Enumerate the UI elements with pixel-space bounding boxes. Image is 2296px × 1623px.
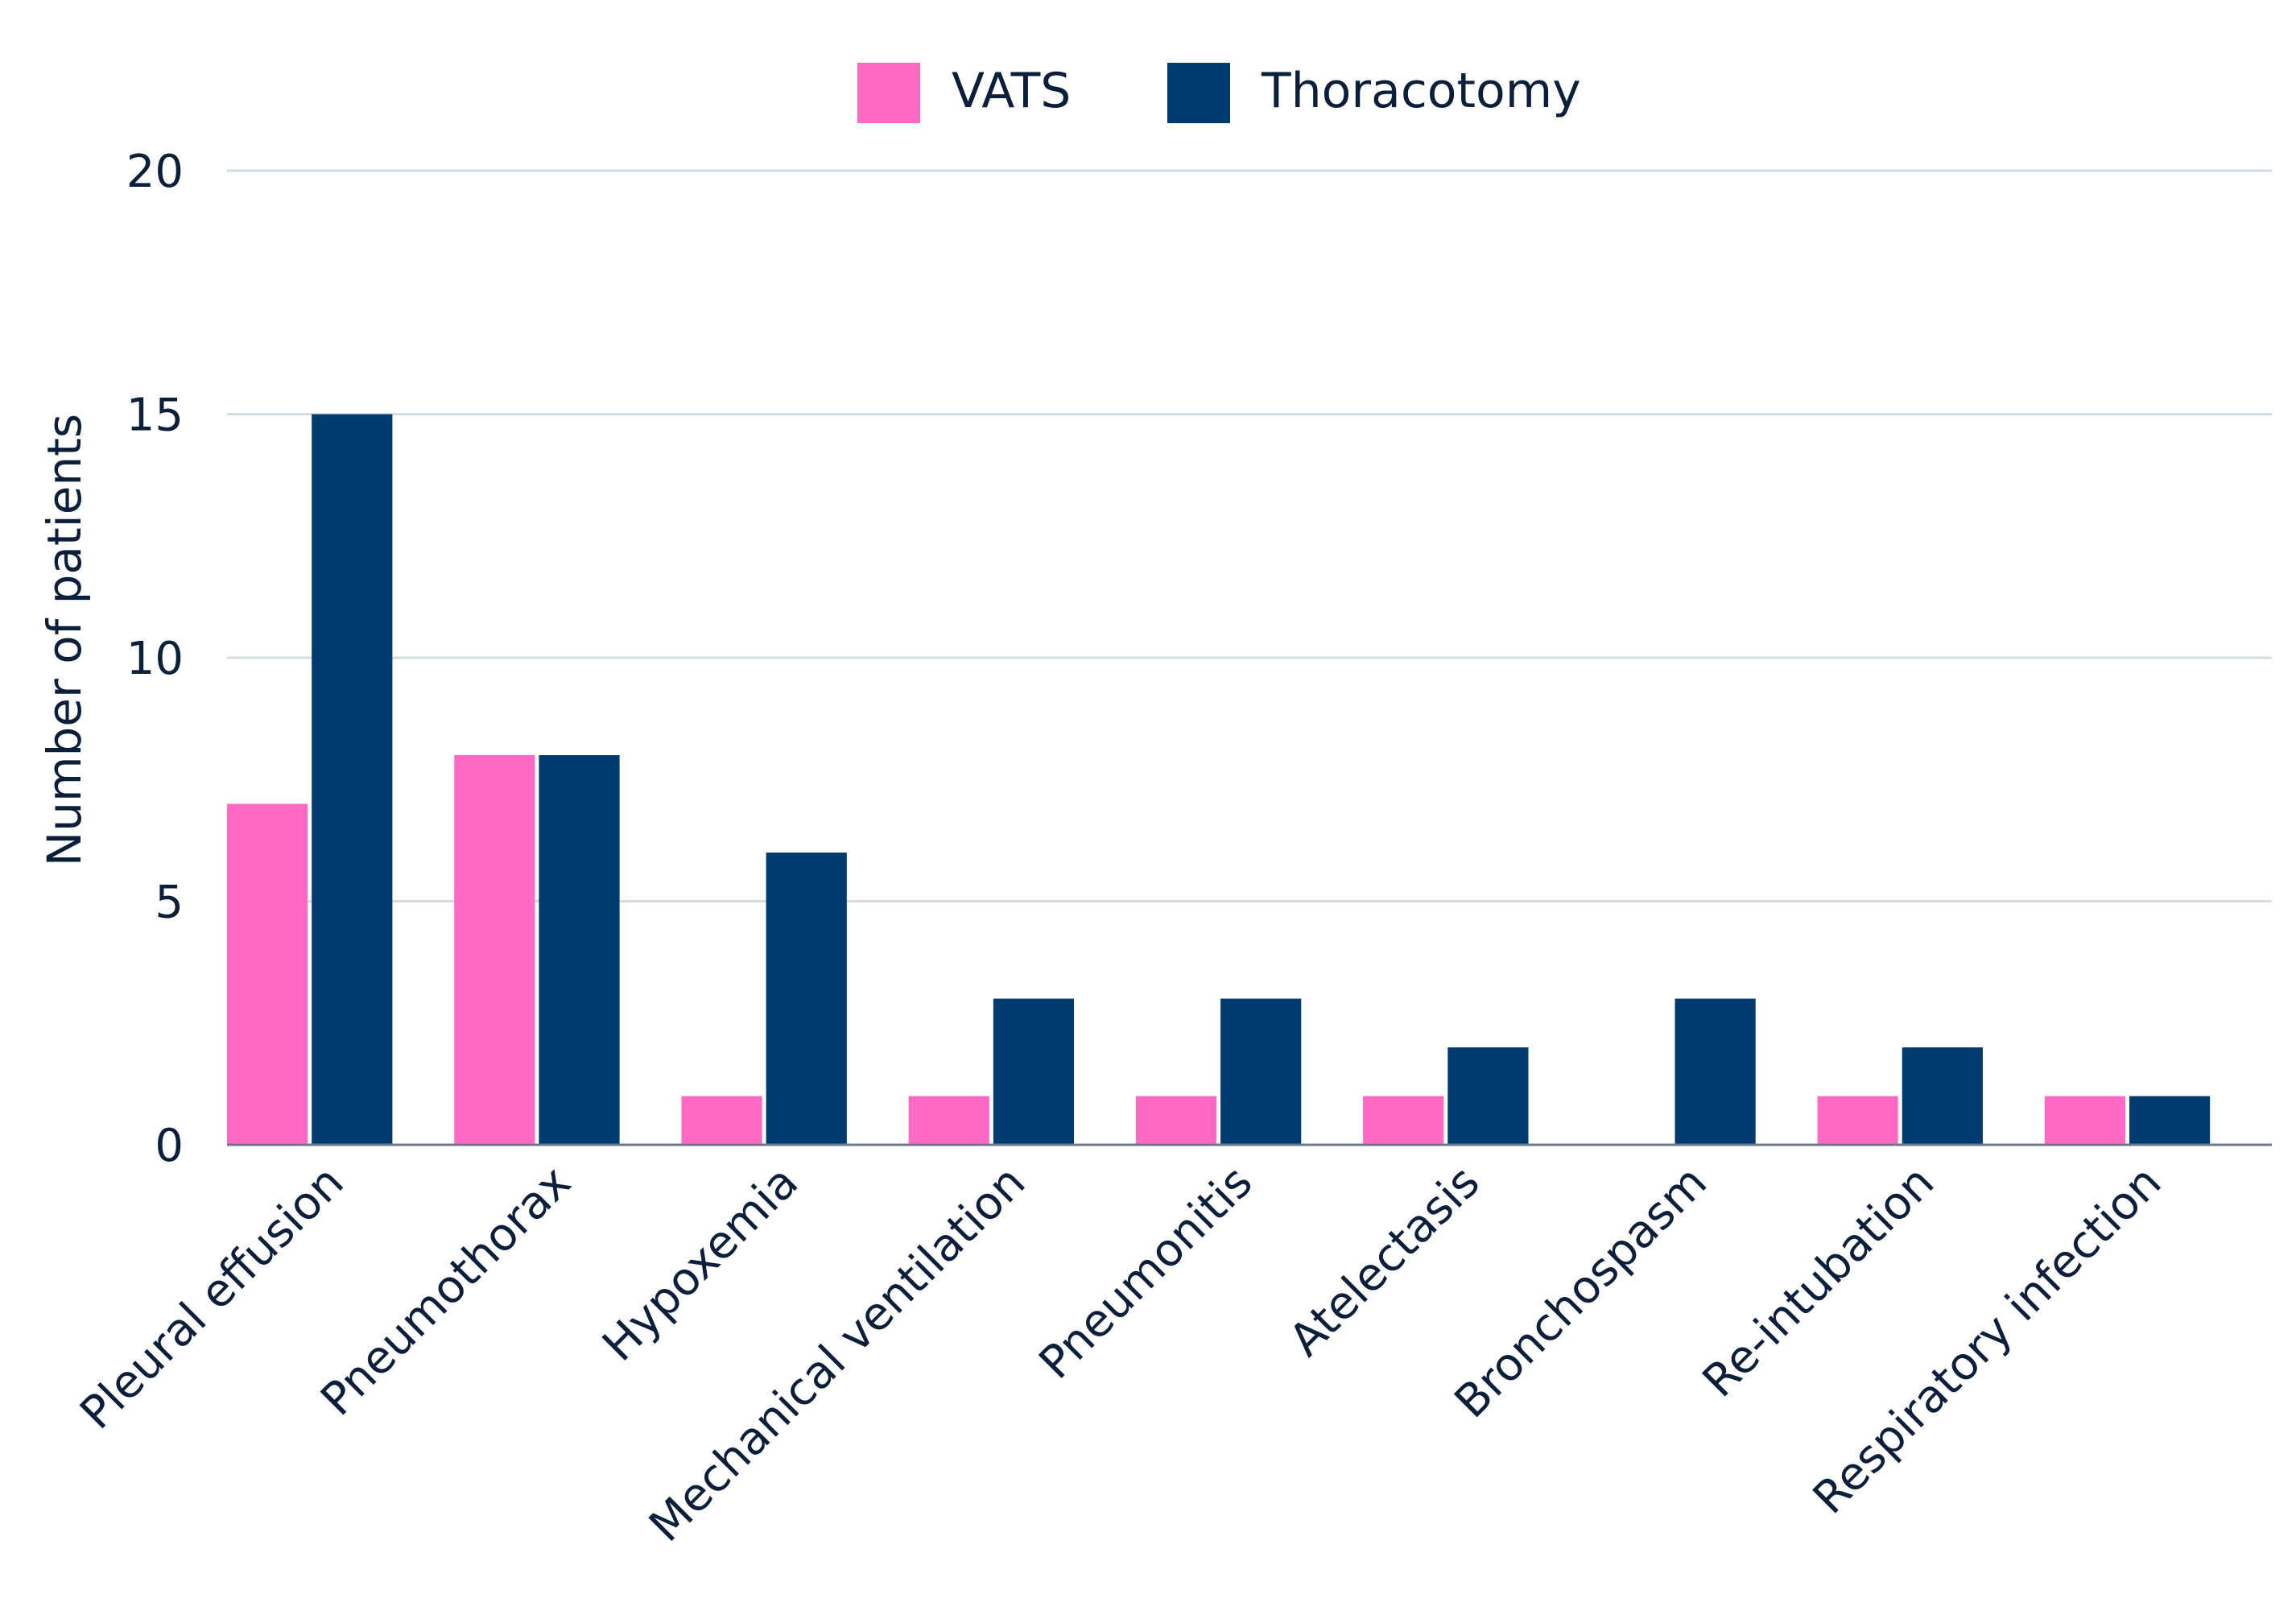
bar-vats: [1135, 1096, 1217, 1145]
x-tick-label: Hypoxemia: [593, 1156, 808, 1372]
bar-vats: [227, 803, 308, 1145]
y-tick-label: 15: [126, 390, 184, 442]
x-tick-label: Mechanical ventilation: [639, 1156, 1035, 1552]
bar-vats: [2044, 1096, 2125, 1145]
legend-label-vats: VATS: [952, 63, 1071, 119]
bars: [227, 414, 2211, 1145]
y-tick-label: 5: [155, 877, 184, 929]
legend: VATS Thoracotomy: [857, 63, 1581, 123]
y-tick-label: 10: [126, 633, 184, 685]
bar-thoracotomy: [1220, 998, 1302, 1145]
bar-thoracotomy: [993, 998, 1075, 1145]
bar-thoracotomy: [766, 853, 847, 1145]
bar-vats: [454, 755, 535, 1145]
bar-vats: [1817, 1096, 1898, 1145]
x-tick-label: Pneumonitis: [1030, 1156, 1263, 1390]
y-axis-label: Number of patients: [37, 414, 92, 866]
bar-thoracotomy: [1675, 998, 1756, 1145]
bar-vats: [1363, 1096, 1444, 1145]
bar-thoracotomy: [312, 414, 393, 1145]
bar-thoracotomy: [1447, 1047, 1529, 1145]
legend-label-thoracotomy: Thoracotomy: [1261, 63, 1581, 119]
bar-thoracotomy: [2129, 1096, 2211, 1145]
bar-thoracotomy: [1902, 1047, 1983, 1145]
legend-swatch-thoracotomy: [1167, 63, 1230, 123]
x-tick-label: Atelectasis: [1279, 1156, 1489, 1366]
x-tick-label: Pleural effusion: [70, 1156, 353, 1439]
bar-thoracotomy: [539, 755, 620, 1145]
gridlines: [227, 169, 2272, 902]
x-tick-label: Re-intubation: [1693, 1156, 1944, 1407]
y-tick-label: 0: [155, 1120, 184, 1172]
bar-vats: [681, 1096, 762, 1145]
bar-vats: [908, 1096, 989, 1145]
y-tick-label: 20: [126, 146, 184, 198]
legend-swatch-vats: [857, 63, 920, 123]
x-tick-label: Pneumothorax: [311, 1156, 580, 1426]
